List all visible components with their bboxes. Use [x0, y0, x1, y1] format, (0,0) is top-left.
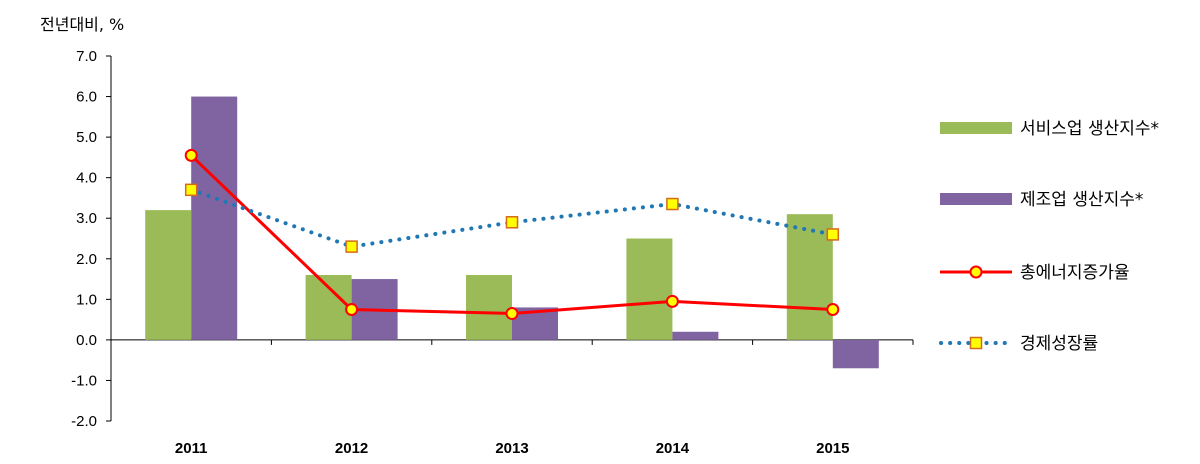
y-tick-label: 5.0 [76, 129, 97, 146]
y-tick-label: 0.0 [76, 332, 97, 349]
bar-manufacturing [832, 339, 879, 369]
energy-growth-point [826, 302, 840, 316]
bar-service [305, 275, 352, 340]
legend-label-manufacturing-index: 제조업 생산지수* [1020, 190, 1143, 210]
y-tick-label: -1.0 [71, 372, 97, 389]
x-tick-label: 2014 [656, 440, 690, 457]
gdp-growth-point [826, 228, 840, 241]
bar-service [626, 238, 673, 340]
y-tick-label: 3.0 [76, 210, 97, 227]
y-tick-label: 1.0 [76, 291, 97, 308]
gdp-growth-point [184, 183, 198, 197]
gdp-growth-point [345, 240, 358, 253]
bar-service [145, 210, 192, 340]
axes: 7.0 6.0 5.0 4.0 3.0 2.0 1.0 0.0 -1.0 -2.0 2011 2012… [71, 48, 914, 457]
gdp-growth-point [666, 197, 679, 211]
energy-growth-point [665, 294, 679, 308]
bar-manufacturing [191, 96, 238, 340]
y-tick-label: 6.0 [76, 89, 97, 106]
legend-marker-energy-growth [969, 265, 983, 279]
y-tick-label: 7.0 [76, 48, 97, 65]
y-tick-label: -2.0 [71, 413, 97, 430]
bar-service [786, 214, 833, 340]
lines [184, 148, 840, 321]
energy-growth-point [505, 307, 519, 321]
legend-label-energy-growth: 총에너지증가율 [1020, 263, 1129, 283]
bars [145, 96, 879, 369]
legend-swatch-service-index [940, 122, 1012, 134]
legend-marker-gdp-growth [969, 336, 983, 350]
x-tick-label: 2011 [175, 440, 208, 457]
x-tick-label: 2012 [335, 440, 368, 457]
legend-label-service-index: 서비스업 생산지수* [1020, 119, 1159, 139]
bar-service [466, 275, 512, 340]
y-axis-label: 전년대비, % [40, 15, 124, 34]
legend-label-gdp-growth: 경제성장률 [1020, 334, 1098, 354]
legend-swatch-manufacturing-index [940, 193, 1012, 205]
y-tick-label: 2.0 [76, 251, 97, 268]
x-tick-label: 2013 [495, 440, 528, 457]
x-tick-label: 2015 [816, 440, 849, 457]
energy-growth-point [184, 148, 198, 162]
gdp-growth-point [505, 216, 519, 229]
bar-manufacturing [672, 331, 719, 340]
y-tick-label: 4.0 [76, 170, 97, 187]
energy-growth-point [345, 302, 359, 316]
